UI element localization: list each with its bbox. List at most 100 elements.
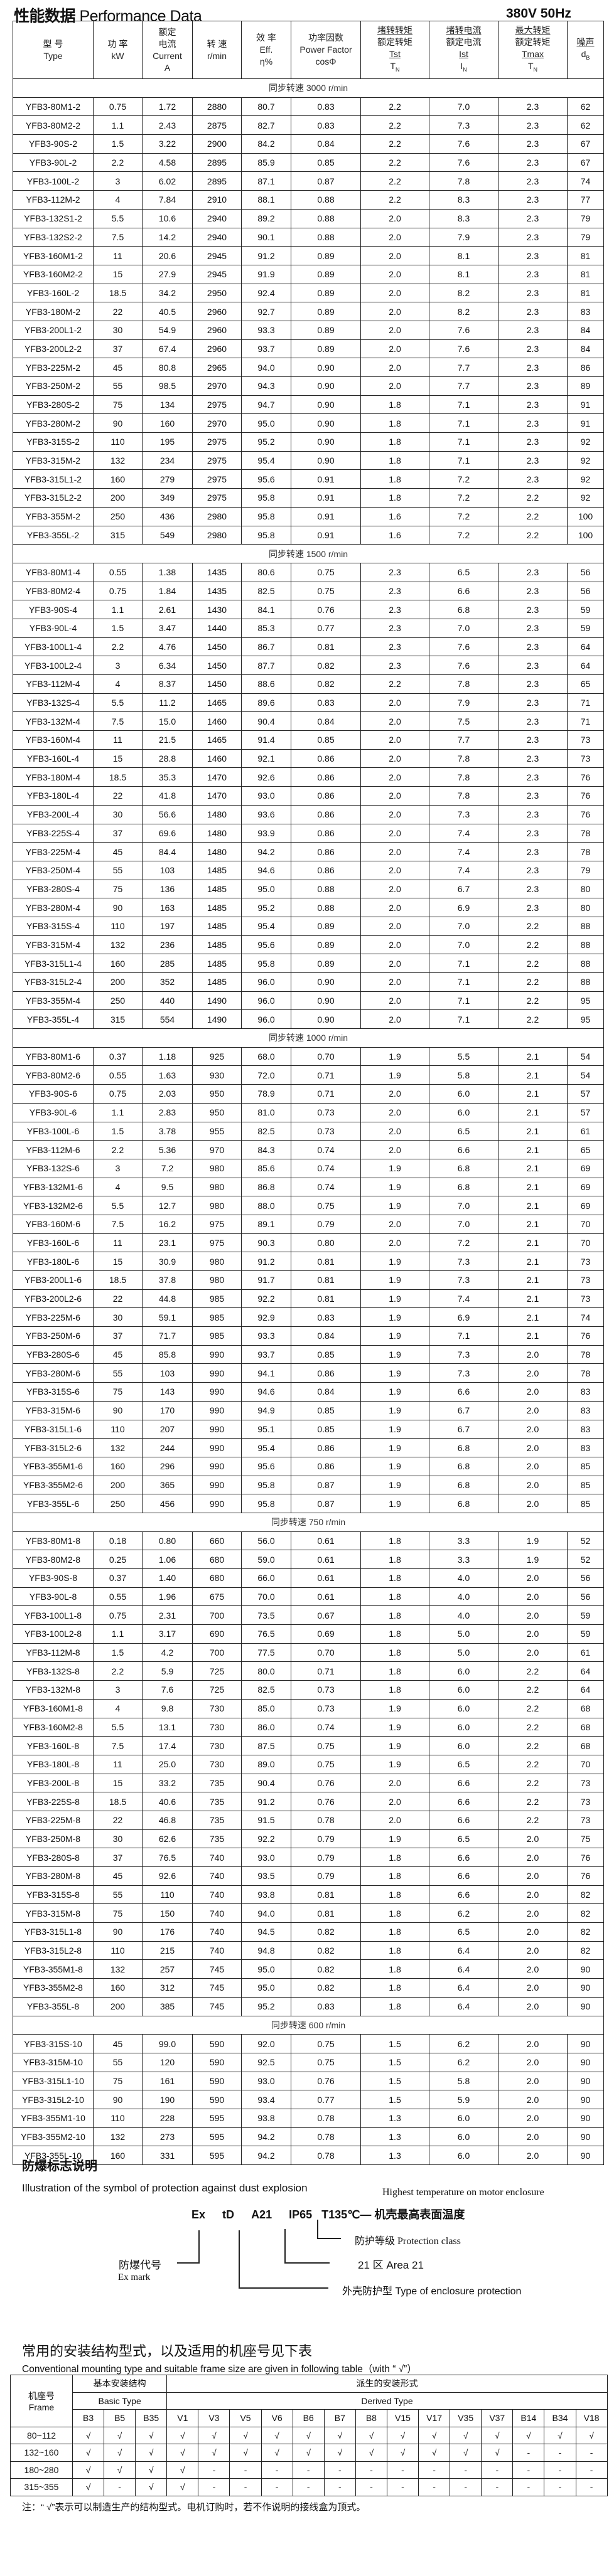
table-row: YFB3-180M-4 18.5 35.3 1470 92.6 0.86 2.0 7.8 2.3… [13, 767, 604, 787]
table-cell: 2.3 [498, 730, 568, 750]
table-cell: 163 [142, 898, 193, 917]
table-cell: 0.73 [291, 1680, 361, 1700]
table-cell: 7.4 [429, 823, 499, 843]
mount-column-header: B5 [104, 2409, 136, 2427]
table-cell: 1440 [192, 618, 242, 638]
table-cell: 96.0 [241, 972, 291, 992]
table-cell: 2940 [192, 227, 242, 247]
mount-mark-cell: - [323, 2478, 356, 2496]
basic-type-header: 基本安装结构 [72, 2375, 168, 2393]
table-cell: 2.1 [498, 1252, 568, 1271]
table-cell: 349 [142, 488, 193, 508]
table-cell: 1.9 [360, 1382, 429, 1402]
table-cell: 0.73 [291, 1698, 361, 1718]
code-td: tD [222, 2208, 235, 2221]
table-cell: 83 [567, 1419, 604, 1439]
table-cell: 160 [93, 1456, 143, 1476]
table-cell: 2.2 [93, 152, 143, 173]
header-line: 堵转转矩 [377, 24, 412, 35]
table-cell: 33.2 [142, 1773, 193, 1793]
table-cell: 69 [567, 1158, 604, 1178]
table-cell: 7.2 [142, 1158, 193, 1178]
table-cell: 0.76 [291, 600, 361, 619]
table-cell: 7.4 [429, 860, 499, 880]
table-cell: 90 [567, 2034, 604, 2053]
line-td [239, 2230, 240, 2289]
table-cell: YFB3-355L-10 [13, 2146, 94, 2165]
table-cell: 1.6 [360, 525, 429, 545]
table-cell: 990 [192, 1382, 242, 1402]
table-cell: 5.36 [142, 1140, 193, 1159]
table-cell: 1.9 [360, 1252, 429, 1271]
table-cell: 5.9 [142, 1661, 193, 1681]
table-row: YFB3-132M-4 7.5 15.0 1460 90.4 0.84 2.0 7.5 2.3 7… [13, 711, 604, 732]
table-cell: 990 [192, 1438, 242, 1457]
table-cell: 2.2 [498, 1773, 568, 1793]
table-cell: 257 [142, 1959, 193, 1979]
table-cell: 440 [142, 991, 193, 1011]
table-cell: 98.5 [142, 376, 193, 396]
table-cell: 2.0 [498, 1848, 568, 1867]
table-cell: 5.5 [93, 693, 143, 713]
table-cell: 0.83 [291, 1307, 361, 1328]
table-row: YFB3-355M-2 250 436 2980 95.8 0.91 1.6 7.2 2.2 10… [13, 506, 604, 526]
table-cell: 0.76 [291, 2071, 361, 2091]
table-cell: 83 [567, 1400, 604, 1420]
table-row: YFB3-200L2-6 22 44.8 985 92.2 0.81 1.9 7.4 2.1 73 [13, 1289, 604, 1309]
subscript: N [396, 66, 400, 73]
table-cell: 2.2 [360, 674, 429, 694]
table-cell: 2980 [192, 525, 242, 545]
table-row: YFB3-315L2-10 90 190 590 93.4 0.77 1.5 5.9 2.0 90 [13, 2090, 604, 2109]
table-cell: 0.80 [291, 1233, 361, 1253]
table-row: YFB3-315L1-10 75 161 590 93.0 0.76 1.5 5.8 2.0 90 [13, 2071, 604, 2091]
table-cell: 95.0 [241, 879, 291, 899]
table-cell: 7.1 [429, 991, 499, 1011]
table-cell: 2.83 [142, 1102, 193, 1122]
table-cell: 94.6 [241, 1382, 291, 1402]
table-cell: 15 [93, 264, 143, 284]
table-cell: 91 [567, 395, 604, 415]
table-cell: 2.3 [498, 358, 568, 377]
table-cell: 2.0 [360, 302, 429, 321]
table-row: YFB3-160M-4 11 21.5 1465 91.4 0.85 2.0 7.7 2.3 73 [13, 730, 604, 750]
table-cell: 0.81 [291, 1903, 361, 1924]
mount-column-header: V37 [481, 2409, 514, 2427]
ex-code-line: Ex tD A21 IP65 T135℃— 机壳最高表面温度 [191, 2206, 465, 2222]
header-line: 额定转矩 [377, 36, 412, 47]
table-cell: 41.8 [142, 786, 193, 806]
table-cell: YFB3-250M-8 [13, 1829, 94, 1849]
highest-temp-label: Highest temperature on motor enclosure [382, 2187, 544, 2198]
table-cell: 2.0 [360, 1140, 429, 1159]
column-header: 转 速 r/min [192, 21, 242, 79]
table-cell: 17.4 [142, 1736, 193, 1755]
table-cell: 3.17 [142, 1624, 193, 1644]
table-cell: 0.37 [93, 1046, 143, 1067]
table-cell: 0.18 [93, 1531, 143, 1551]
mount-column-header: B3 [72, 2409, 105, 2427]
table-cell: 8.1 [429, 264, 499, 284]
table-cell: 0.86 [291, 823, 361, 843]
mount-mark-cell: √ [166, 2444, 199, 2462]
table-cell: 7.8 [429, 786, 499, 806]
table-cell: YFB3-90L-6 [13, 1102, 94, 1122]
table-cell: 2.0 [498, 1587, 568, 1607]
table-row: YFB3-355M1-8 132 257 745 95.0 0.82 1.8 6.4 2.0 90 [13, 1959, 604, 1979]
table-cell: 0.82 [291, 1978, 361, 1998]
mount-mark-cell: √ [166, 2461, 199, 2479]
table-cell: 6.0 [429, 2146, 499, 2165]
table-cell: YFB3-280M-6 [13, 1363, 94, 1383]
table-cell: 2.3 [498, 842, 568, 861]
table-cell: 6.4 [429, 1996, 499, 2016]
table-cell: 90.4 [241, 1773, 291, 1793]
table-cell: 990 [192, 1494, 242, 1513]
table-cell: 1.5 [360, 2090, 429, 2109]
table-cell: 67 [567, 134, 604, 154]
table-cell: 2.3 [360, 600, 429, 619]
table-cell: 34.2 [142, 283, 193, 303]
table-cell: 990 [192, 1419, 242, 1439]
header-line: r/min [207, 50, 227, 61]
table-cell: YFB3-315M-8 [13, 1903, 94, 1924]
table-cell: 1.1 [93, 1624, 143, 1644]
table-row: YFB3-280M-8 45 92.6 740 93.5 0.79 1.8 6.6 2.0 76 [13, 1866, 604, 1886]
table-cell: 88 [567, 972, 604, 992]
